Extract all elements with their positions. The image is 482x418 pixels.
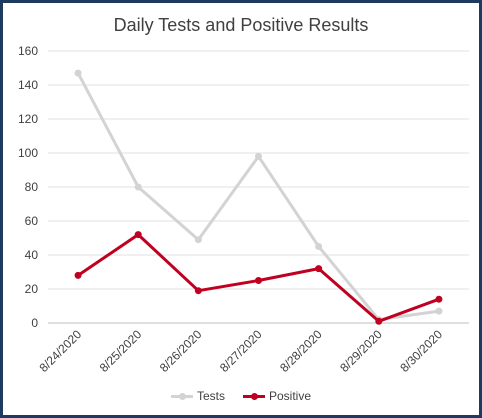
y-tick-label-0: 0 bbox=[31, 316, 38, 330]
legend-item-tests: Tests bbox=[170, 389, 225, 403]
legend-label-positive: Positive bbox=[268, 389, 312, 403]
legend-label-tests: Tests bbox=[196, 389, 225, 403]
y-tick-label-60: 60 bbox=[25, 214, 39, 228]
data-point-positive-5 bbox=[375, 317, 383, 325]
data-point-positive-4 bbox=[315, 265, 323, 273]
x-tick-label-2: 8/26/2020 bbox=[157, 327, 205, 375]
data-point-tests-6 bbox=[435, 307, 443, 315]
x-tick-label-0: 8/24/2020 bbox=[37, 327, 85, 375]
y-tick-label-100: 100 bbox=[18, 146, 38, 160]
x-tick-label-4: 8/28/2020 bbox=[277, 327, 325, 375]
x-tick-label-6: 8/30/2020 bbox=[397, 327, 445, 375]
legend-swatch-positive bbox=[242, 391, 265, 401]
data-point-tests-2 bbox=[194, 236, 202, 244]
data-point-positive-6 bbox=[435, 295, 443, 303]
x-tick-label-3: 8/27/2020 bbox=[217, 327, 265, 375]
y-tick-label-140: 140 bbox=[18, 78, 38, 92]
x-tick-label-1: 8/25/2020 bbox=[97, 327, 145, 375]
data-point-tests-3 bbox=[255, 152, 262, 160]
data-point-tests-4 bbox=[315, 243, 323, 250]
data-point-positive-1 bbox=[134, 231, 142, 239]
y-tick-label-160: 160 bbox=[18, 44, 38, 58]
legend-swatch-tests bbox=[170, 391, 193, 401]
y-tick-label-20: 20 bbox=[25, 282, 39, 296]
data-point-positive-0 bbox=[74, 271, 82, 279]
data-point-positive-3 bbox=[255, 277, 262, 284]
legend-item-positive: Positive bbox=[242, 389, 312, 403]
data-point-tests-1 bbox=[134, 183, 142, 191]
chart-title: Daily Tests and Positive Results bbox=[113, 15, 369, 35]
y-tick-label-120: 120 bbox=[18, 112, 38, 126]
y-tick-label-80: 80 bbox=[25, 180, 39, 194]
y-tick-label-40: 40 bbox=[25, 248, 39, 262]
data-point-positive-2 bbox=[194, 287, 202, 295]
legend: Tests Positive bbox=[3, 389, 479, 403]
data-point-tests-0 bbox=[74, 69, 82, 77]
x-tick-label-5: 8/29/2020 bbox=[337, 327, 385, 375]
